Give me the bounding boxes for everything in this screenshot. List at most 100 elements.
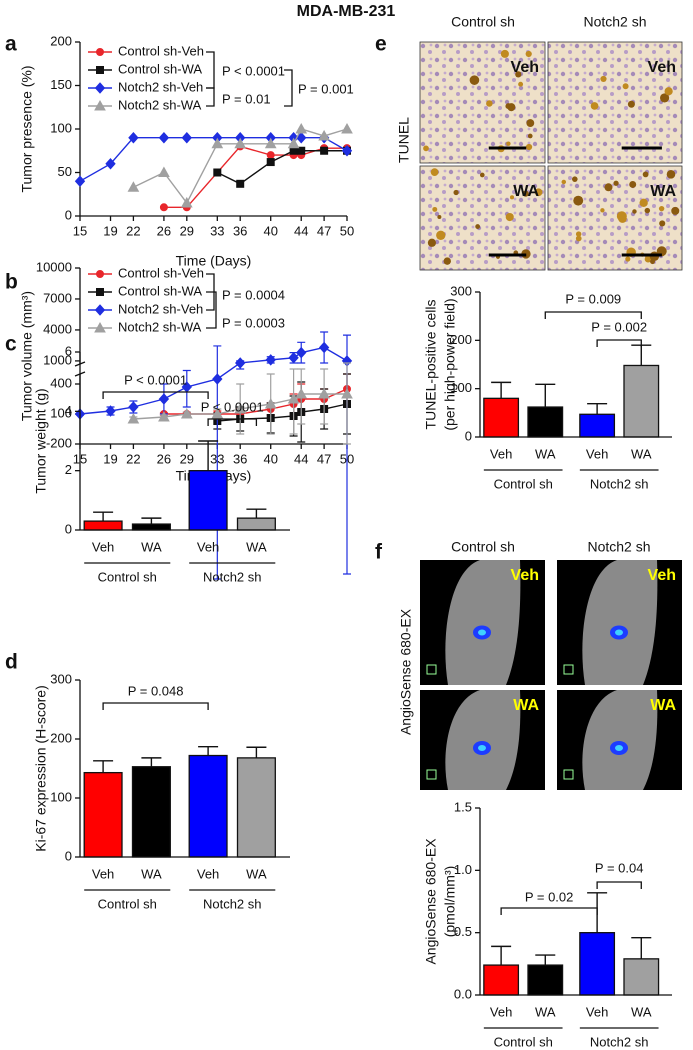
row-label: AngioSense 680-EX — [398, 608, 414, 735]
stained-cell — [650, 259, 655, 265]
bar — [483, 964, 520, 996]
stained-cell — [561, 179, 567, 185]
error-bar — [213, 345, 222, 580]
scale-icon — [563, 769, 574, 780]
marker — [295, 122, 308, 134]
marker — [266, 151, 275, 160]
row-label: TUNEL — [396, 117, 412, 163]
stained-cell — [659, 220, 666, 227]
y-tick-label: 200 — [50, 730, 72, 745]
mouse-body — [445, 690, 521, 790]
bar — [483, 397, 520, 438]
y-tick-label: 0 — [465, 428, 472, 443]
legend-label: Control sh-WA — [118, 283, 202, 298]
scale-icon — [426, 664, 437, 675]
panel-label: d — [5, 651, 18, 674]
group-label: Notch2 sh — [590, 1034, 649, 1049]
stained-cell — [525, 50, 532, 58]
marker — [234, 402, 247, 414]
y-axis-label: Tumor presence (%) — [19, 65, 35, 192]
marker — [213, 168, 222, 177]
y-axis-label: (pmol/mm³) — [442, 866, 458, 938]
y-tick-label: 0 — [65, 521, 72, 536]
image-tile: Veh — [420, 560, 545, 685]
column-label: Control sh — [451, 539, 515, 555]
y-axis-label: Tumor weight (g) — [33, 388, 49, 493]
panel-label: c — [5, 333, 17, 356]
stained-cell — [515, 71, 522, 78]
group-label: Control sh — [494, 1034, 553, 1049]
series-line — [133, 393, 347, 420]
error-bar — [343, 362, 351, 445]
x-tick-label: 44 — [294, 223, 308, 238]
marker — [158, 166, 170, 177]
bar — [527, 964, 564, 996]
category-label: Veh — [586, 446, 608, 461]
category-label: Veh — [490, 446, 512, 461]
image-tile: Veh — [419, 41, 546, 164]
x-tick-label: 40 — [263, 223, 277, 238]
category-label: WA — [246, 866, 267, 881]
significance-bracket — [206, 87, 215, 107]
y-axis-label: AngioSense 680-EX — [423, 838, 439, 965]
bar — [623, 364, 660, 438]
marker — [236, 179, 245, 188]
stained-cell — [660, 93, 670, 103]
image-tile: WA — [557, 690, 682, 790]
p-value: P = 0.04 — [595, 860, 644, 875]
stained-cell — [522, 190, 529, 197]
stained-cell — [430, 168, 439, 176]
significance-bracket — [207, 418, 258, 426]
category-label: WA — [631, 1004, 652, 1019]
panel-label: f — [375, 541, 383, 564]
stained-cell — [526, 119, 535, 127]
stained-cell — [509, 195, 515, 200]
error-bar — [535, 954, 556, 966]
stained-cell — [600, 75, 607, 83]
marker — [318, 341, 330, 354]
error-bar — [246, 508, 267, 519]
y-tick-label: 2 — [65, 462, 72, 477]
column-label: Control sh — [451, 14, 515, 30]
marker — [264, 397, 277, 409]
group-label: Control sh — [98, 896, 157, 911]
error-bar — [93, 760, 114, 773]
x-tick-label: 19 — [103, 451, 117, 466]
p-value: P = 0.048 — [128, 683, 184, 698]
marker — [341, 122, 353, 134]
error-bar — [246, 746, 267, 758]
group-label: Notch2 sh — [203, 896, 262, 911]
legend-marker — [96, 48, 104, 56]
marker — [318, 129, 330, 141]
mouse-body — [445, 560, 521, 685]
y-tick-label: 300 — [450, 283, 472, 298]
image-tag: Veh — [511, 567, 539, 584]
y-tick-label: 4 — [65, 403, 72, 418]
x-tick-label: 33 — [210, 223, 224, 238]
legend-label: Notch2 sh-Veh — [118, 79, 203, 94]
error-bar — [198, 745, 219, 756]
scale-icon — [563, 664, 574, 675]
stained-cell — [671, 206, 680, 215]
marker — [234, 137, 247, 149]
stained-cell — [616, 211, 627, 222]
y-tick-label: 0 — [65, 207, 72, 222]
stained-cell — [436, 230, 446, 240]
legend-marker — [96, 288, 104, 296]
image-tag: WA — [513, 183, 539, 200]
marker — [74, 175, 86, 187]
error-bar — [198, 440, 219, 471]
category-label: Veh — [92, 539, 114, 554]
y-axis-label: Ki-67 expression (H-score) — [33, 685, 49, 852]
stained-cell — [622, 83, 629, 90]
y-tick-label: 100 — [50, 789, 72, 804]
micrograph — [419, 41, 546, 164]
y-tick-label: 100 — [450, 380, 472, 395]
stained-cell — [664, 87, 673, 96]
error-bar — [631, 344, 652, 366]
marker — [211, 137, 224, 149]
error-bar — [535, 383, 556, 408]
mouse-body — [582, 560, 658, 685]
x-tick-label: 15 — [73, 223, 87, 238]
stained-cell — [575, 235, 582, 242]
